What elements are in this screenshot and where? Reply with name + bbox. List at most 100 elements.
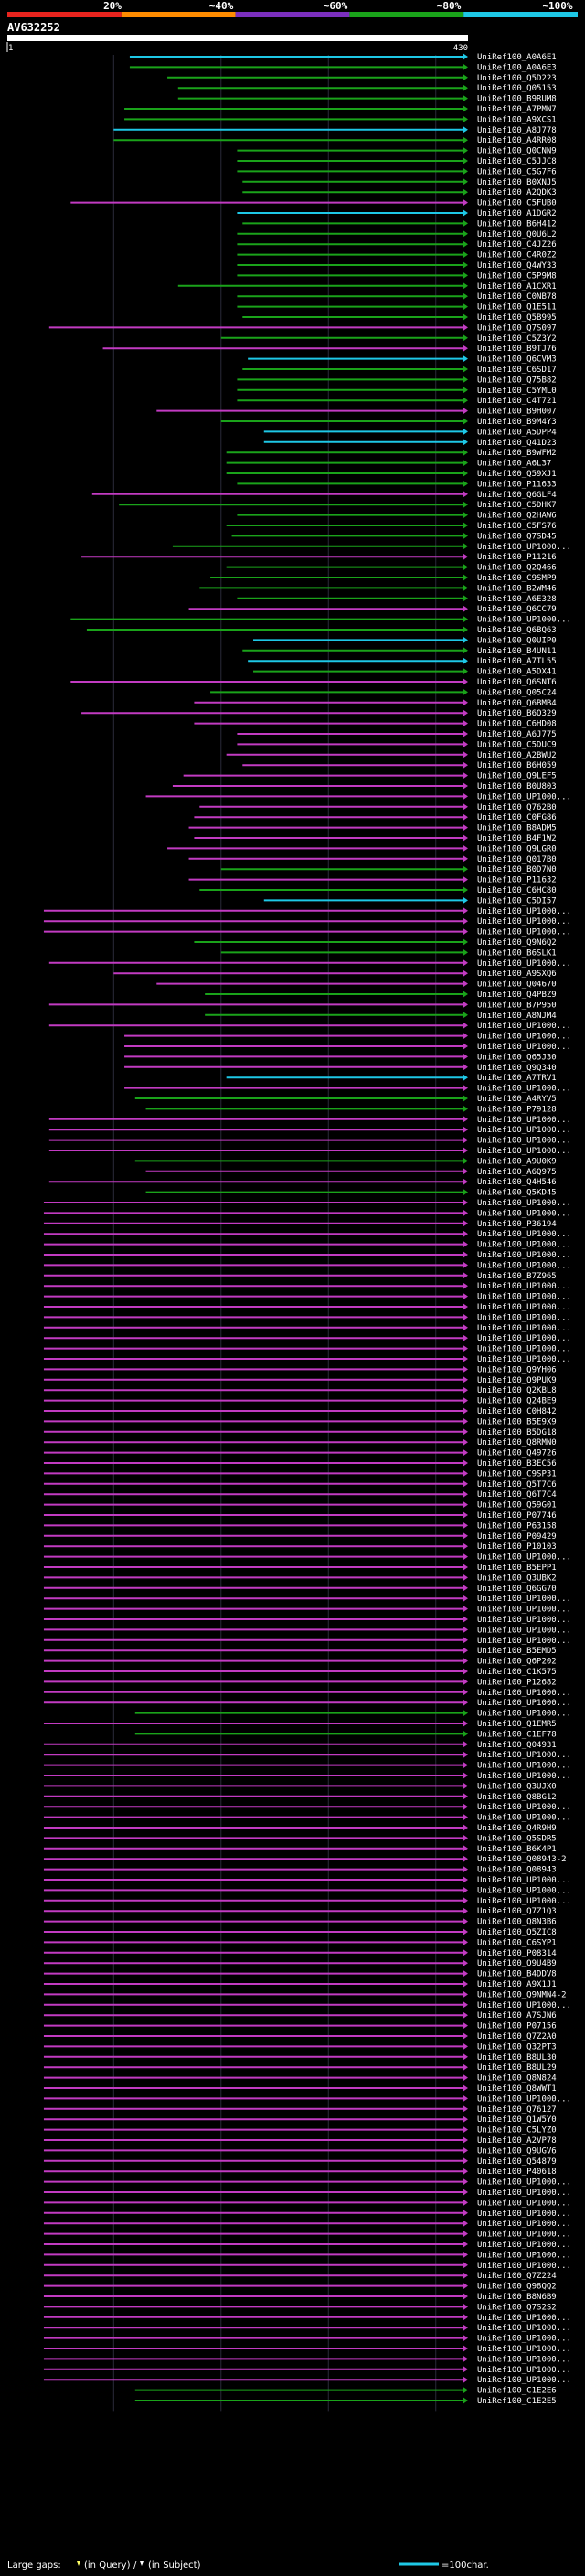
hit-label[interactable]: UniRef100_A6E328 bbox=[477, 595, 557, 604]
hit-label[interactable]: UniRef100_Q49726 bbox=[477, 1449, 557, 1458]
hit-label[interactable]: UniRef100_A0A6E1 bbox=[477, 53, 557, 62]
hit-row[interactable]: UniRef100_UP1000... bbox=[43, 2313, 571, 2323]
hit-row[interactable]: UniRef100_UP1000... bbox=[43, 1209, 571, 1218]
hit-row[interactable]: UniRef100_Q4PBZ9 bbox=[205, 991, 557, 1000]
hit-label[interactable]: UniRef100_P07156 bbox=[477, 2022, 557, 2031]
hit-row[interactable]: UniRef100_UP1000... bbox=[43, 1605, 571, 1615]
hit-row[interactable]: UniRef100_Q9NMN4-2 bbox=[43, 1990, 567, 1999]
hit-row[interactable]: UniRef100_UP1000... bbox=[43, 1772, 571, 1781]
hit-row[interactable]: UniRef100_A8J778 bbox=[113, 125, 557, 135]
hit-label[interactable]: UniRef100_Q5T7C6 bbox=[477, 1480, 557, 1489]
hit-label[interactable]: UniRef100_Q5SDR5 bbox=[477, 1834, 557, 1843]
hit-row[interactable]: UniRef100_UP1000... bbox=[145, 792, 571, 801]
hit-label[interactable]: UniRef100_C5JJC8 bbox=[477, 157, 557, 166]
hit-row[interactable]: UniRef100_UP1000... bbox=[43, 1616, 571, 1625]
hit-row[interactable]: UniRef100_UP1000... bbox=[43, 2355, 571, 2364]
hit-label[interactable]: UniRef100_P11633 bbox=[477, 480, 557, 489]
hit-row[interactable]: UniRef100_UP1000... bbox=[43, 1876, 571, 1885]
hit-row[interactable]: UniRef100_P63158 bbox=[43, 1521, 557, 1531]
hit-row[interactable]: UniRef100_Q6GLF4 bbox=[91, 490, 557, 500]
hit-row[interactable]: UniRef100_Q6T7C4 bbox=[43, 1490, 557, 1500]
hit-label[interactable]: UniRef100_A8J778 bbox=[477, 126, 557, 135]
hit-label[interactable]: UniRef100_Q1E511 bbox=[477, 303, 557, 313]
hit-label[interactable]: UniRef100_Q6GLF4 bbox=[477, 491, 557, 500]
hit-row[interactable]: UniRef100_B5EMD5 bbox=[43, 1647, 557, 1656]
hit-row[interactable]: UniRef100_Q8WWT1 bbox=[43, 2084, 557, 2094]
hit-row[interactable]: UniRef100_B6H059 bbox=[242, 761, 557, 770]
hit-label[interactable]: UniRef100_Q8BG12 bbox=[477, 1793, 557, 1802]
hit-row[interactable]: UniRef100_UP1000... bbox=[48, 1126, 571, 1135]
hit-row[interactable]: UniRef100_Q75B82 bbox=[237, 376, 557, 385]
hit-row[interactable]: UniRef100_C5LYZ0 bbox=[43, 2125, 557, 2136]
hit-label[interactable]: UniRef100_P07746 bbox=[477, 1511, 557, 1521]
hit-label[interactable]: UniRef100_B3EC56 bbox=[477, 1459, 557, 1468]
hit-row[interactable]: UniRef100_A2BWU2 bbox=[226, 750, 557, 760]
hit-row[interactable]: UniRef100_Q04931 bbox=[43, 1740, 557, 1750]
hit-label[interactable]: UniRef100_C5LYZ0 bbox=[477, 2126, 557, 2136]
hit-label[interactable]: UniRef100_Q9NMN4-2 bbox=[477, 1990, 567, 1999]
hit-row[interactable]: UniRef100_A1CXR1 bbox=[177, 281, 557, 292]
hit-label[interactable]: UniRef100_Q05C24 bbox=[477, 688, 557, 697]
hit-label[interactable]: UniRef100_Q8WWT1 bbox=[477, 2084, 557, 2094]
hit-label[interactable]: UniRef100_Q0U6L2 bbox=[477, 230, 557, 239]
hit-label[interactable]: UniRef100_A1CXR1 bbox=[477, 282, 557, 292]
hit-row[interactable]: UniRef100_A0A6E3 bbox=[129, 63, 557, 72]
hit-row[interactable]: UniRef100_Q59G01 bbox=[43, 1500, 557, 1511]
hit-label[interactable]: UniRef100_B4DDV8 bbox=[477, 1970, 557, 1979]
hit-label[interactable]: UniRef100_UP1000... bbox=[477, 1085, 571, 1094]
hit-row[interactable]: UniRef100_C4JZ26 bbox=[237, 240, 557, 249]
hit-row[interactable]: UniRef100_B4UN11 bbox=[242, 646, 557, 656]
hit-row[interactable]: UniRef100_C5JJC8 bbox=[237, 157, 557, 166]
hit-row[interactable]: UniRef100_UP1000... bbox=[48, 1115, 571, 1125]
hit-label[interactable]: UniRef100_C5FUB0 bbox=[477, 199, 557, 208]
hit-row[interactable]: UniRef100_C1EF78 bbox=[134, 1730, 557, 1739]
hit-label[interactable]: UniRef100_B5DG18 bbox=[477, 1428, 557, 1437]
hit-label[interactable]: UniRef100_B0U803 bbox=[477, 782, 557, 791]
hit-row[interactable]: UniRef100_A7TL55 bbox=[248, 657, 557, 666]
hit-row[interactable]: UniRef100_Q5T7C6 bbox=[43, 1479, 557, 1489]
hit-label[interactable]: UniRef100_A6L37 bbox=[477, 460, 551, 469]
hit-row[interactable]: UniRef100_B4F1W2 bbox=[194, 834, 557, 843]
hit-row[interactable]: UniRef100_B0D7N0 bbox=[220, 865, 557, 875]
hit-label[interactable]: UniRef100_UP1000... bbox=[477, 1334, 571, 1343]
hit-row[interactable]: UniRef100_Q6BQ63 bbox=[86, 626, 557, 635]
hit-label[interactable]: UniRef100_Q1W5Y0 bbox=[477, 2115, 557, 2125]
hit-label[interactable]: UniRef100_UP1000... bbox=[477, 1803, 571, 1812]
hit-label[interactable]: UniRef100_C1E2E5 bbox=[477, 2397, 557, 2406]
hit-row[interactable]: UniRef100_A6L37 bbox=[226, 459, 552, 469]
hit-row[interactable]: UniRef100_UP1000... bbox=[43, 1688, 571, 1698]
hit-row[interactable]: UniRef100_UP1000... bbox=[43, 1292, 571, 1302]
hit-label[interactable]: UniRef100_UP1000... bbox=[477, 1886, 571, 1895]
hit-row[interactable]: UniRef100_P07156 bbox=[43, 2021, 557, 2031]
hit-row[interactable]: UniRef100_P36194 bbox=[43, 1219, 557, 1229]
hit-label[interactable]: UniRef100_Q2Q466 bbox=[477, 564, 557, 573]
hit-row[interactable]: UniRef100_Q1W5Y0 bbox=[43, 2115, 557, 2125]
hit-row[interactable]: UniRef100_B6Q329 bbox=[81, 709, 557, 718]
hit-row[interactable]: UniRef100_A7PMN7 bbox=[124, 105, 557, 114]
hit-label[interactable]: UniRef100_Q65J30 bbox=[477, 1053, 557, 1062]
hit-row[interactable]: UniRef100_UP1000... bbox=[48, 1022, 571, 1031]
hit-row[interactable]: UniRef100_Q0U6L2 bbox=[237, 230, 557, 239]
hit-row[interactable]: UniRef100_Q5ZIC8 bbox=[43, 1928, 557, 1937]
hit-label[interactable]: UniRef100_Q24BE9 bbox=[477, 1397, 557, 1406]
hit-row[interactable]: UniRef100_Q5D223 bbox=[167, 73, 557, 83]
hit-label[interactable]: UniRef100_Q5ZIC8 bbox=[477, 1928, 557, 1937]
hit-row[interactable]: UniRef100_C5G7F6 bbox=[237, 167, 557, 176]
hit-label[interactable]: UniRef100_C5G7F6 bbox=[477, 167, 557, 176]
hit-row[interactable]: UniRef100_UP1000... bbox=[43, 1344, 571, 1354]
hit-row[interactable]: UniRef100_UP1000... bbox=[43, 928, 571, 938]
hit-label[interactable]: UniRef100_C4R0Z2 bbox=[477, 251, 557, 260]
hit-row[interactable]: UniRef100_C0NB78 bbox=[237, 292, 557, 302]
hit-row[interactable]: UniRef100_A9U0K9 bbox=[134, 1157, 557, 1166]
hit-row[interactable]: UniRef100_A9XCS1 bbox=[124, 115, 557, 124]
hit-row[interactable]: UniRef100_Q05C24 bbox=[210, 688, 557, 697]
hit-label[interactable]: UniRef100_A5DPP4 bbox=[477, 428, 557, 437]
hit-label[interactable]: UniRef100_C6SYP1 bbox=[477, 1938, 557, 1947]
hit-row[interactable]: UniRef100_Q7SD45 bbox=[231, 532, 557, 541]
hit-row[interactable]: UniRef100_Q6CVM3 bbox=[248, 355, 557, 365]
hit-label[interactable]: UniRef100_B4UN11 bbox=[477, 647, 557, 656]
hit-label[interactable]: UniRef100_UP1000... bbox=[477, 1637, 571, 1646]
hit-row[interactable]: UniRef100_UP1000... bbox=[43, 1595, 571, 1604]
hit-row[interactable]: UniRef100_Q54879 bbox=[43, 2157, 557, 2167]
hit-row[interactable]: UniRef100_C5P9M8 bbox=[237, 271, 557, 281]
